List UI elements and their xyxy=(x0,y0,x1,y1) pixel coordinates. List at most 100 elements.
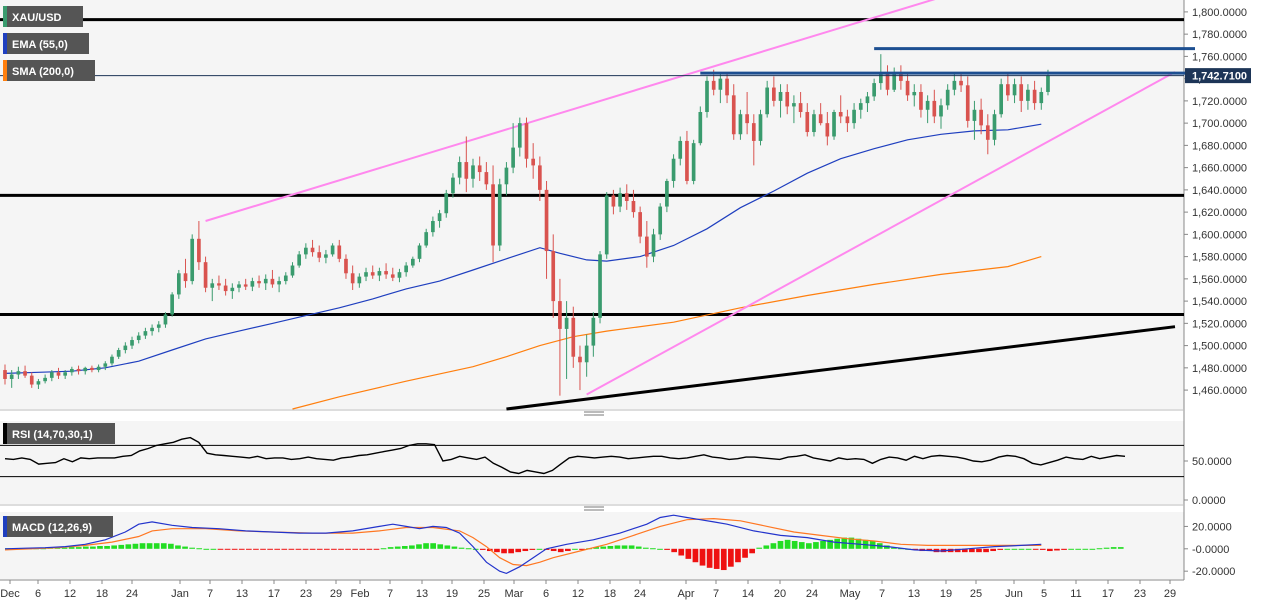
macd-tag[interactable]: MACD (12,26,9) xyxy=(3,516,113,537)
candle-body xyxy=(624,193,629,201)
candle-body xyxy=(731,95,736,135)
macd-histogram-bar xyxy=(153,543,160,549)
candle xyxy=(337,239,342,263)
x-tick-label: 7 xyxy=(207,588,213,600)
candle xyxy=(852,103,856,129)
sma-tag[interactable]: SMA (200,0) xyxy=(3,60,95,81)
macd-histogram-bar xyxy=(983,548,989,553)
candle-body xyxy=(544,189,549,252)
candle xyxy=(872,78,876,101)
candle xyxy=(845,109,850,133)
rsi-tag[interactable]: RSI (14,70,30,1) xyxy=(3,423,115,444)
macd-histogram-bar xyxy=(628,545,635,549)
candle-body xyxy=(912,91,917,96)
candle xyxy=(591,312,596,357)
candle xyxy=(357,273,362,288)
candle-body xyxy=(858,103,863,110)
candle-body xyxy=(805,112,810,133)
y-tick-label: 1,520.0000 xyxy=(1192,318,1247,330)
candle-body xyxy=(772,87,776,101)
ema-tag[interactable]: EMA (55,0) xyxy=(3,33,89,54)
candle-body xyxy=(183,273,188,282)
candle-body xyxy=(451,177,455,194)
candle xyxy=(270,269,275,288)
candle xyxy=(424,228,429,248)
macd-histogram-bar xyxy=(1032,548,1039,550)
candle xyxy=(390,267,395,282)
x-tick-label: Apr xyxy=(677,588,694,600)
macd-histogram-bar xyxy=(607,546,614,549)
candle xyxy=(344,254,348,279)
x-tick-label: 11 xyxy=(1070,588,1081,600)
channel-trend-line xyxy=(586,71,1176,396)
macd-histogram-bar xyxy=(423,543,429,549)
macd-tick-label: 20.0000 xyxy=(1192,521,1232,533)
candle xyxy=(678,136,683,166)
candle-body xyxy=(651,234,656,257)
candle-body xyxy=(598,254,602,318)
candle xyxy=(237,281,241,293)
macd-histogram-bar xyxy=(238,548,245,550)
x-tick-label: 24 xyxy=(634,588,646,600)
candle-body xyxy=(745,114,749,124)
macd-histogram-bar xyxy=(1061,548,1067,550)
candle xyxy=(725,73,729,104)
macd-line xyxy=(4,514,1042,575)
candle-body xyxy=(317,252,322,258)
candle-body xyxy=(865,96,870,104)
candle-body xyxy=(1006,84,1010,96)
candle-body xyxy=(1046,75,1050,92)
candle xyxy=(705,76,709,118)
y-tick-label: 1,660.0000 xyxy=(1192,163,1247,175)
candle-body xyxy=(618,193,622,207)
macd-histogram-bar xyxy=(536,548,543,550)
candle-body xyxy=(899,73,903,81)
macd-histogram-bar xyxy=(125,544,132,549)
candle xyxy=(985,114,990,155)
candle xyxy=(698,106,703,146)
candle xyxy=(90,365,94,373)
candle-body xyxy=(591,317,596,346)
candle-body xyxy=(397,272,402,278)
candle-body xyxy=(49,372,54,378)
candle xyxy=(578,345,582,391)
candle-body xyxy=(638,212,642,237)
candle-body xyxy=(277,281,281,285)
macd-histogram-bar xyxy=(175,545,181,549)
resize-handle-rsi[interactable] xyxy=(584,411,604,416)
candle-body xyxy=(437,213,442,222)
x-tick-label: 6 xyxy=(35,588,41,600)
macd-histogram-bar xyxy=(550,548,557,552)
candle-body xyxy=(711,80,716,90)
candle xyxy=(210,278,215,302)
candle xyxy=(76,365,81,375)
rsi-tick-label: 0.0000 xyxy=(1192,495,1226,507)
candle xyxy=(531,143,536,179)
candle-body xyxy=(230,287,235,292)
candle xyxy=(1012,78,1017,104)
macd-histogram-bar xyxy=(791,540,798,549)
macd-histogram-bar xyxy=(685,548,692,559)
candle-body xyxy=(979,109,983,126)
candle-body xyxy=(410,258,415,266)
symbol-tag[interactable]: XAU/USD xyxy=(3,6,83,27)
macd-histogram-bar xyxy=(75,547,82,549)
candle-body xyxy=(143,331,148,336)
candle-body xyxy=(70,368,74,373)
macd-histogram-bar xyxy=(557,548,564,553)
price-panel: 1,800.00001,780.00001,760.00001,740.0000… xyxy=(0,0,1247,411)
candle xyxy=(63,370,68,379)
macd-histogram-bar xyxy=(1047,548,1053,552)
resize-handle-macd[interactable] xyxy=(584,506,604,511)
macd-histogram-bar xyxy=(387,547,394,549)
macd-histogram-bar xyxy=(1018,548,1025,550)
candle xyxy=(812,109,816,137)
candle-body xyxy=(952,80,957,90)
candle-body xyxy=(330,245,335,255)
candle xyxy=(304,243,308,259)
macd-histogram-bar xyxy=(600,546,607,549)
candle xyxy=(364,267,368,282)
candle-body xyxy=(63,372,68,376)
x-tick-label: 7 xyxy=(879,588,885,600)
candle xyxy=(330,243,335,257)
